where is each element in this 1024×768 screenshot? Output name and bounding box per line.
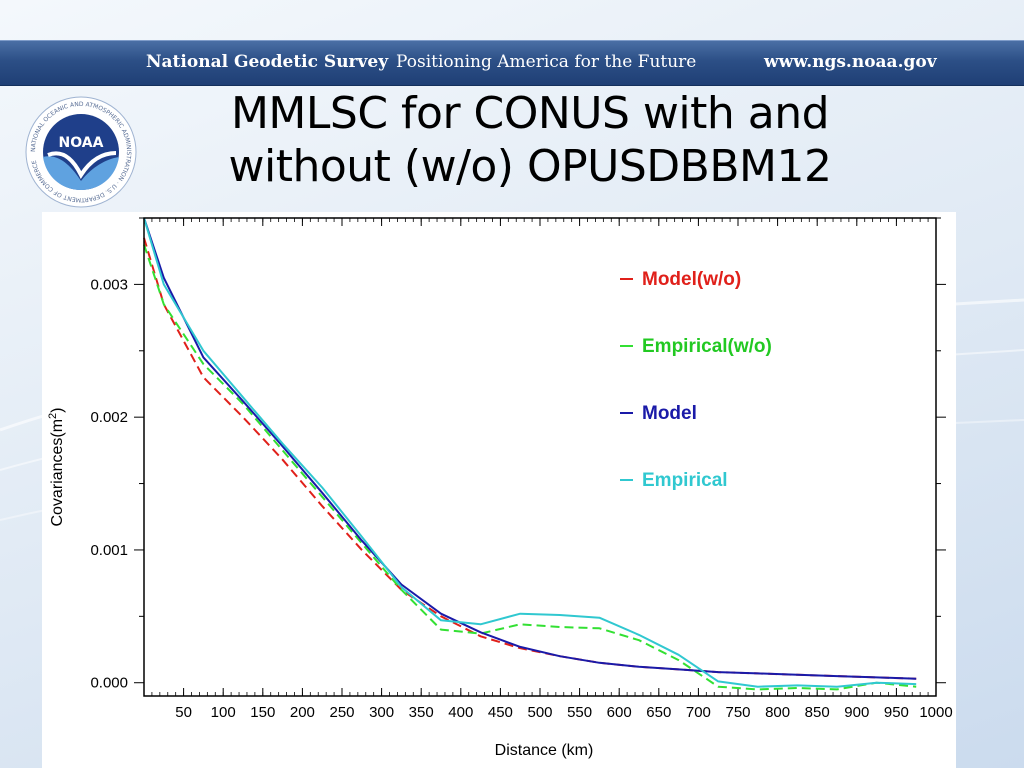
series-line-empirical-w-o xyxy=(143,244,917,691)
covariance-chart: 50 100 150 200 250 300 350 400 450 500 550 600 650 70… xyxy=(47,217,953,759)
series-lines xyxy=(143,217,917,691)
series-line-model-w-o xyxy=(143,237,917,680)
slide-title-line-1: MMLSC for CONUS with and xyxy=(230,88,830,139)
x-axis-label: Distance (km) xyxy=(495,742,594,759)
tick-labels: 50 100 150 200 250 300 350 400 450 500 550 600 650 70… xyxy=(90,276,952,721)
x-tick-label: 600 xyxy=(607,704,632,721)
y-tick-label: 0.002 xyxy=(90,409,128,426)
header-url[interactable]: www.ngs.noaa.gov xyxy=(764,52,937,72)
x-tick-label: 450 xyxy=(488,704,513,721)
header-tagline: Positioning America for the Future xyxy=(396,52,697,72)
x-tick-label: 900 xyxy=(844,704,869,721)
slide-title-line-2: without (w/o) OPUSDBBM12 xyxy=(228,140,832,192)
x-tick-label: 300 xyxy=(369,704,394,721)
header-bar: National Geodetic Survey Positioning Ame… xyxy=(0,40,1024,86)
x-tick-label: 250 xyxy=(329,704,354,721)
x-tick-label: 750 xyxy=(725,704,750,721)
legend-label: Model xyxy=(642,403,697,424)
y-tick-label: 0.001 xyxy=(90,542,128,559)
legend: Model(w/o) Empirical(w/o) Model Empirical xyxy=(620,269,772,491)
x-tick-label: 650 xyxy=(646,704,671,721)
y-tick-label: 0.003 xyxy=(90,276,128,293)
x-tick-label: 800 xyxy=(765,704,790,721)
y-axis-label: Covariances(m2) xyxy=(47,407,66,526)
noaa-logo-text: NOAA xyxy=(59,135,104,151)
noaa-seal-icon: NATIONAL OCEANIC AND ATMOSPHERIC ADMINIS… xyxy=(25,96,137,208)
x-tick-label: 1000 xyxy=(919,704,952,721)
x-tick-label: 100 xyxy=(211,704,236,721)
legend-label: Model(w/o) xyxy=(642,269,741,290)
x-tick-label: 50 xyxy=(175,704,192,721)
x-tick-label: 550 xyxy=(567,704,592,721)
x-tick-label: 400 xyxy=(448,704,473,721)
legend-label: Empirical(w/o) xyxy=(642,336,772,357)
series-line-empirical xyxy=(143,217,917,688)
header-org-name: National Geodetic Survey xyxy=(146,52,389,72)
series-line-model xyxy=(143,217,917,680)
x-tick-label: 150 xyxy=(250,704,275,721)
legend-label: Empirical xyxy=(642,470,728,491)
x-tick-label: 500 xyxy=(527,704,552,721)
x-tick-label: 200 xyxy=(290,704,315,721)
x-tick-label: 950 xyxy=(884,704,909,721)
x-tick-label: 700 xyxy=(686,704,711,721)
slide-title: MMLSC for CONUS with and without (w/o) O… xyxy=(150,88,910,194)
chart-panel: 50 100 150 200 250 300 350 400 450 500 550 600 650 70… xyxy=(42,212,956,768)
axis-ticks xyxy=(134,217,946,696)
x-tick-label: 850 xyxy=(805,704,830,721)
x-tick-label: 350 xyxy=(409,704,434,721)
y-tick-label: 0.000 xyxy=(90,675,128,692)
plot-frame xyxy=(143,217,937,697)
